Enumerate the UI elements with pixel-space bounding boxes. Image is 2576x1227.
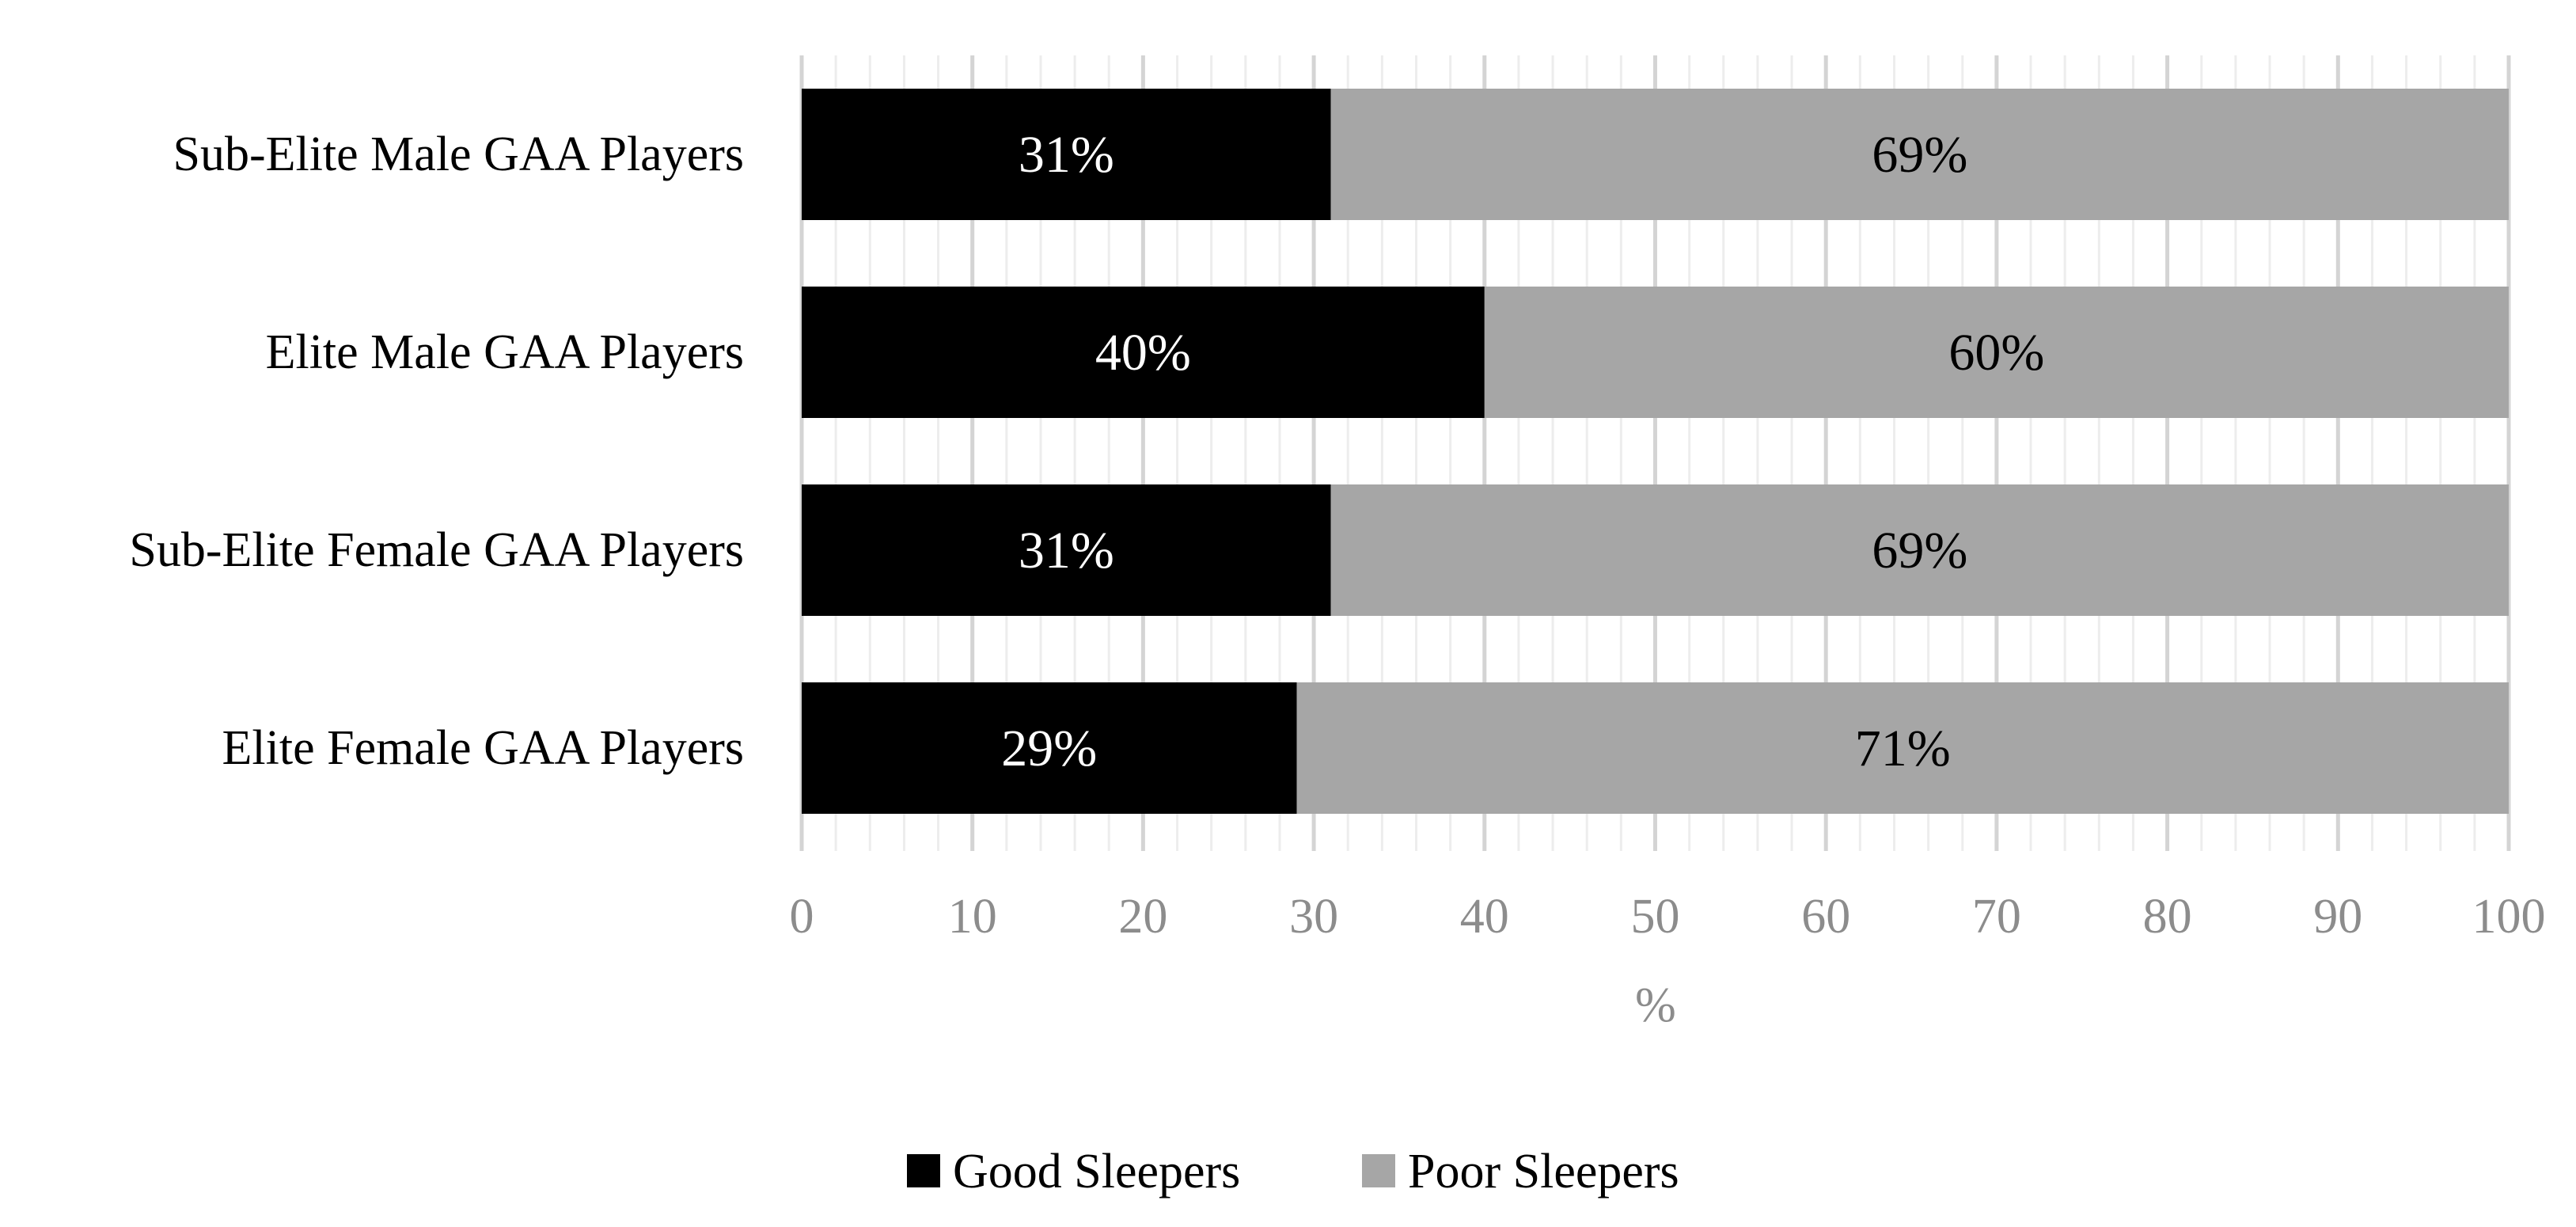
x-tick-label: 60 xyxy=(1801,890,1850,944)
x-tick-label: 10 xyxy=(948,890,997,944)
bars: 31% 69% 40% 60% 31% 69% 29% 71% xyxy=(802,89,2509,814)
legend-label: Poor Sleepers xyxy=(1408,1145,1679,1199)
legend-label: Good Sleepers xyxy=(953,1145,1240,1199)
bar-segment-good-sleepers xyxy=(802,89,1331,220)
x-tick-label: 80 xyxy=(2143,890,2192,944)
category-labels: Sub-Elite Male GAA Players Elite Male GAA… xyxy=(129,127,744,775)
bar-segment-poor-sleepers xyxy=(1330,89,2509,220)
x-tick-label: 100 xyxy=(2472,890,2546,944)
bar-segment-good-sleepers xyxy=(802,682,1297,814)
x-tick-labels: 0 10 20 30 40 50 60 70 80 90 100 xyxy=(790,890,2546,944)
category-label: Elite Male GAA Players xyxy=(266,325,744,379)
bar-segment-poor-sleepers xyxy=(1484,287,2509,418)
x-tick-label: 0 xyxy=(790,890,814,944)
bar-segment-poor-sleepers xyxy=(1330,484,2509,616)
category-label: Sub-Elite Male GAA Players xyxy=(173,127,744,181)
bar-segment-good-sleepers xyxy=(802,484,1331,616)
data-label: 40% xyxy=(1095,324,1191,382)
x-tick-label: 30 xyxy=(1289,890,1338,944)
data-label: 31% xyxy=(1019,126,1114,184)
data-label: 69% xyxy=(1872,126,1967,184)
x-tick-label: 70 xyxy=(1972,890,2021,944)
data-label: 60% xyxy=(1948,324,2044,382)
data-label: 31% xyxy=(1019,522,1114,579)
bar-segment-good-sleepers xyxy=(802,287,1485,418)
x-tick-label: 50 xyxy=(1631,890,1680,944)
x-tick-label: 20 xyxy=(1118,890,1167,944)
category-label: Elite Female GAA Players xyxy=(222,721,744,775)
data-label: 71% xyxy=(1855,720,1951,777)
category-label: Sub-Elite Female GAA Players xyxy=(129,523,744,577)
legend: Good Sleepers Poor Sleepers xyxy=(907,1145,1679,1199)
legend-swatch-good-sleepers xyxy=(907,1154,940,1187)
x-axis-title: % xyxy=(1635,978,1676,1032)
bar-segment-poor-sleepers xyxy=(1296,682,2509,814)
x-tick-label: 90 xyxy=(2313,890,2362,944)
data-label: 69% xyxy=(1872,522,1967,579)
x-tick-label: 40 xyxy=(1460,890,1509,944)
data-label: 29% xyxy=(1001,720,1097,777)
legend-swatch-poor-sleepers xyxy=(1362,1154,1395,1187)
